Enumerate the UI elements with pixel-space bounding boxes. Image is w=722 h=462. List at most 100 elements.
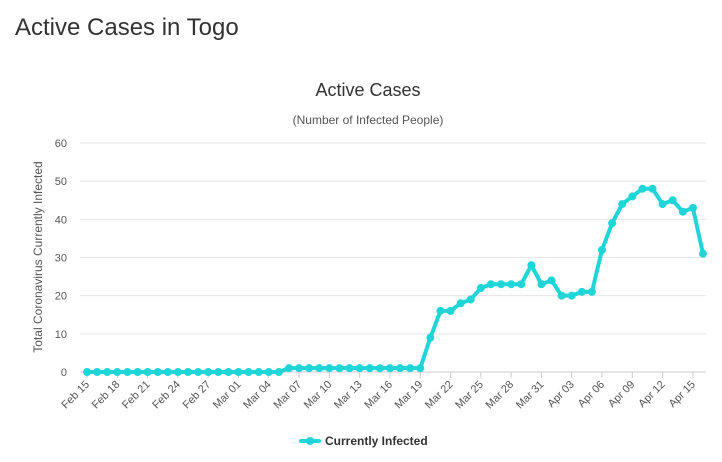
data-point[interactable] [284, 364, 293, 373]
data-point[interactable] [618, 200, 627, 209]
data-point[interactable] [587, 287, 596, 296]
data-point[interactable] [507, 280, 516, 289]
data-point[interactable] [406, 364, 415, 373]
data-point[interactable] [133, 368, 142, 376]
data-point[interactable] [466, 295, 475, 304]
chart-title: Active Cases [315, 80, 420, 100]
data-point[interactable] [486, 280, 495, 289]
data-point[interactable] [274, 368, 283, 376]
data-point[interactable] [163, 368, 172, 376]
series-line [85, 186, 705, 374]
data-point[interactable] [113, 368, 122, 376]
data-point[interactable] [183, 368, 192, 376]
x-tick-label: Feb 27 [181, 379, 214, 412]
data-point[interactable] [436, 306, 445, 315]
data-point[interactable] [103, 368, 112, 376]
x-tick-label: Apr 03 [545, 379, 576, 410]
data-point[interactable] [365, 364, 374, 373]
data-point[interactable] [577, 287, 586, 296]
data-point[interactable] [517, 280, 526, 289]
data-point[interactable] [214, 368, 223, 376]
data-point[interactable] [83, 368, 91, 376]
x-tick-label: Mar 10 [302, 379, 335, 412]
data-point[interactable] [608, 219, 617, 228]
y-tick-label: 30 [55, 253, 67, 265]
data-point[interactable] [375, 364, 384, 373]
x-tick-label: Apr 09 [606, 379, 637, 410]
data-point[interactable] [497, 280, 506, 289]
data-point[interactable] [143, 368, 152, 376]
legend-marker [306, 437, 314, 445]
chart-subtitle: (Number of Infected People) [293, 113, 444, 127]
y-tick-label: 0 [61, 367, 67, 379]
y-tick-label: 50 [55, 176, 67, 188]
y-tick-label: 10 [55, 329, 67, 341]
x-tick-label: Apr 12 [636, 379, 667, 410]
data-point[interactable] [335, 364, 344, 373]
legend[interactable]: Currently Infected [299, 434, 428, 448]
x-tick-label: Feb 18 [90, 379, 123, 412]
x-tick-label: Mar 16 [362, 379, 395, 412]
x-tick-label: Apr 15 [667, 379, 698, 410]
x-tick-label: Mar 19 [393, 379, 426, 412]
data-point[interactable] [547, 276, 556, 285]
data-point[interactable] [699, 249, 707, 258]
data-point[interactable] [295, 364, 304, 373]
data-point[interactable] [416, 364, 425, 373]
data-point[interactable] [446, 306, 455, 315]
x-tick-label: Mar 13 [332, 379, 365, 412]
y-axis-title: Total Coronavirus Currently Infected [31, 161, 45, 352]
data-point[interactable] [315, 364, 324, 373]
data-point[interactable] [476, 284, 485, 293]
data-point[interactable] [234, 368, 243, 376]
data-point[interactable] [557, 291, 566, 300]
data-point[interactable] [204, 368, 213, 376]
x-tick-label: Feb 24 [150, 379, 183, 412]
series-currently-infected [83, 184, 707, 376]
x-tick-label: Mar 22 [423, 379, 456, 412]
data-point[interactable] [254, 368, 263, 376]
data-point[interactable] [658, 200, 667, 209]
data-point[interactable] [153, 368, 162, 376]
x-tick-label: Apr 06 [576, 379, 607, 410]
data-point[interactable] [244, 368, 253, 376]
x-tick-label: Mar 28 [484, 379, 517, 412]
x-tick-label: Mar 25 [453, 379, 486, 412]
data-point[interactable] [194, 368, 203, 376]
data-point[interactable] [678, 207, 687, 216]
data-point[interactable] [598, 245, 607, 254]
x-tick-label: Feb 21 [120, 379, 153, 412]
y-tick-label: 20 [55, 291, 67, 303]
data-point[interactable] [396, 364, 405, 373]
x-tick-label: Mar 07 [271, 379, 304, 412]
data-point[interactable] [345, 364, 354, 373]
x-tick-label: Mar 01 [211, 379, 244, 412]
x-tick-label: Feb 15 [59, 379, 92, 412]
data-point[interactable] [355, 364, 364, 373]
data-point[interactable] [305, 364, 314, 373]
data-point[interactable] [173, 368, 182, 376]
y-tick-label: 60 [55, 138, 67, 150]
data-point[interactable] [648, 184, 657, 193]
data-point[interactable] [93, 368, 102, 376]
legend-label[interactable]: Currently Infected [325, 434, 428, 448]
data-point[interactable] [224, 368, 233, 376]
data-point[interactable] [628, 192, 637, 201]
data-point[interactable] [264, 368, 273, 376]
data-point[interactable] [123, 368, 132, 376]
data-point[interactable] [527, 261, 536, 270]
data-point[interactable] [668, 196, 677, 205]
data-point[interactable] [688, 203, 697, 212]
x-tick-label: Mar 04 [241, 379, 274, 412]
data-point[interactable] [456, 299, 465, 308]
y-axis-ticks: 0 10 20 30 40 50 60 [55, 138, 67, 379]
data-point[interactable] [325, 364, 334, 373]
data-point[interactable] [638, 184, 647, 193]
data-point[interactable] [426, 333, 435, 342]
y-tick-label: 40 [55, 214, 67, 226]
data-point[interactable] [385, 364, 394, 373]
data-point[interactable] [567, 291, 576, 300]
data-point[interactable] [537, 280, 546, 289]
